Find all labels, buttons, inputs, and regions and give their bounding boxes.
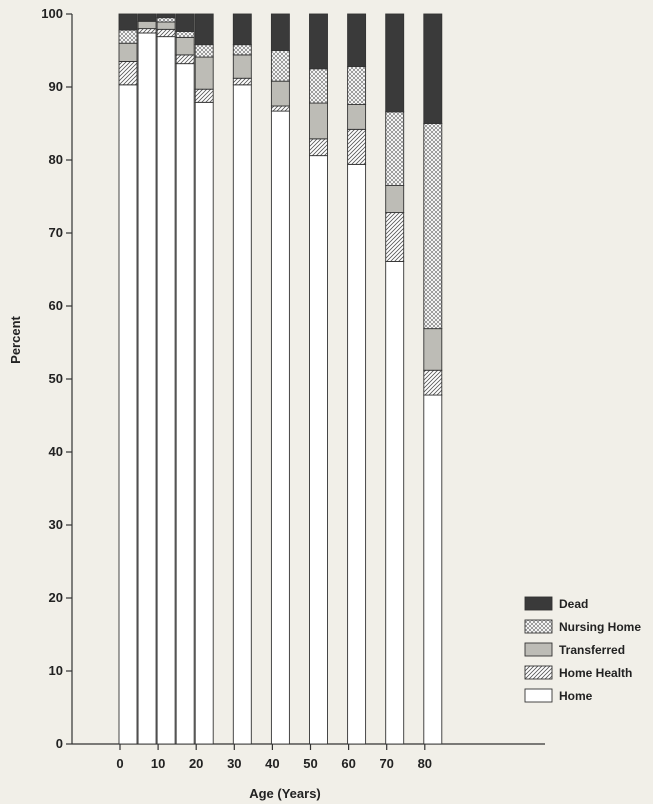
y-tick-label: 10 [49,663,63,678]
x-tick-label: 40 [265,756,279,771]
bar-segment-transferred [385,185,405,214]
x-tick-label: 80 [418,756,432,771]
legend-label-home-health: Home Health [559,666,632,680]
bar-segment-transferred [347,104,367,130]
y-tick-label: 0 [56,736,63,751]
bar-segment-home-health [175,54,195,65]
x-tick-label: 70 [379,756,393,771]
bar-segment-home [270,110,290,745]
x-tick-label: 30 [227,756,241,771]
legend-swatch-home [524,688,553,703]
y-tick-label: 40 [49,444,63,459]
bar-segment-nursing-home [194,44,214,58]
bar-segment-transferred [137,20,157,30]
bar-segment-dead [270,13,290,51]
bar-segment-transferred [118,42,138,62]
bar-segment-dead [347,13,367,68]
legend-swatch-transferred [524,642,553,657]
bar-segment-transferred [194,56,214,90]
y-tick-label: 70 [49,225,63,240]
bar-segment-home [118,84,138,745]
x-tick-label: 60 [341,756,355,771]
bar-segment-home [194,101,214,745]
bar-segment-dead [194,13,214,46]
bar-segment-transferred [232,54,252,79]
bar-segment-transferred [270,80,290,107]
bar-segment-transferred [309,102,328,140]
bar-segment-home [385,261,405,745]
bar-segment-dead [137,13,157,22]
bar-segment-transferred [423,328,443,371]
y-tick-label: 90 [49,79,63,94]
x-tick-label: 50 [303,756,317,771]
bar-segment-home-health [137,28,157,34]
y-tick-label: 20 [49,590,63,605]
bar-segment-home-health [270,105,290,112]
bar-segment-home-health [423,369,443,396]
bar-segment-dead [232,13,252,46]
legend-swatch-dead [524,596,553,611]
bar-segment-dead [175,13,195,32]
bar-segment-dead [118,13,138,31]
bar-segment-home [423,394,443,745]
y-tick-label: 30 [49,517,63,532]
bar-segment-nursing-home [118,29,138,44]
legend-swatch-home-health [524,665,553,680]
bar-segment-nursing-home [270,50,290,82]
bar-segment-home-health [385,212,405,262]
legend-swatch-nursing-home [524,619,553,634]
bar-segment-nursing-home [232,44,252,56]
bar-segment-dead [156,13,176,19]
bar-segment-nursing-home [156,17,176,23]
legend-label-transferred: Transferred [559,643,625,657]
bars [118,13,443,745]
bar-segment-home-health [232,77,252,86]
x-tick-label: 10 [151,756,165,771]
bar-segment-nursing-home [309,68,328,104]
legend-label-home: Home [559,689,593,703]
bar-segment-nursing-home [347,66,367,105]
bar-segment-home [309,155,328,745]
tick-labels: 0 10 20 30 40 50 60 70 80 90 100 0 10 20 30 40 50 60 70 80 [41,6,432,771]
bar-segment-home-health [156,28,176,38]
y-tick-label: 100 [41,6,63,21]
bar-segment-home [232,84,252,745]
bar-segment-home-health [347,128,367,165]
legend: Dead Nursing Home Transferred Home Health Ho… [524,596,641,703]
x-tick-label: 0 [116,756,123,771]
bar-segment-home-health [194,88,214,103]
bar-segment-home [156,36,176,745]
x-tick-label: 20 [189,756,203,771]
bar-segment-nursing-home [423,123,443,330]
x-axis-title: Age (Years) [249,786,321,801]
bar-segment-nursing-home [385,111,405,187]
bar-segment-home [347,163,367,745]
bar-segment-transferred [175,36,195,56]
bar-segment-dead [309,13,328,70]
bar-segment-home [137,32,157,745]
y-tick-label: 60 [49,298,63,313]
legend-label-dead: Dead [559,597,588,611]
bar-segment-home [175,63,195,745]
bar-segment-home-health [118,61,138,86]
legend-label-nursing-home: Nursing Home [559,620,641,634]
bar-segment-nursing-home [175,31,195,38]
y-axis-title: Percent [8,315,23,363]
bar-segment-transferred [156,21,176,30]
y-tick-label: 80 [49,152,63,167]
bar-segment-dead [423,13,443,124]
bar-segment-home-health [309,138,328,157]
bar-segment-dead [385,13,405,113]
y-tick-label: 50 [49,371,63,386]
